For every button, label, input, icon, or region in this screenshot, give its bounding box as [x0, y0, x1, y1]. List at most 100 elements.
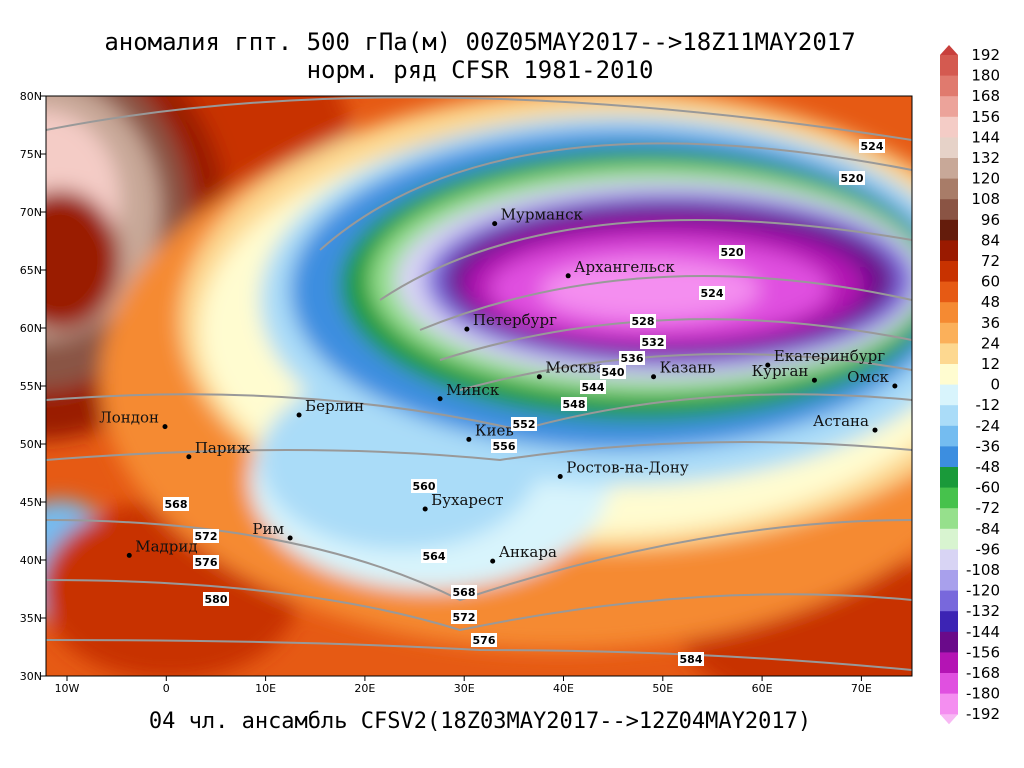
city-label: Казань [660, 359, 716, 377]
colorbar-box [940, 302, 958, 324]
footer: 04 чл. ансамбль CFSV2(18Z03MAY2017-->12Z… [149, 709, 811, 734]
contour-label: 552 [513, 418, 536, 431]
lat-label: 65N [20, 264, 42, 277]
city-dot [422, 506, 428, 512]
lon-label: 20E [354, 682, 375, 695]
contour-label-box [193, 555, 219, 569]
lat-label: 70N [20, 206, 42, 219]
colorbar-label: 120 [971, 170, 1000, 188]
contour-label-box [600, 365, 626, 379]
contour-label: 568 [165, 498, 188, 511]
city-label: Ростов-на-Дону [566, 458, 689, 476]
colorbar-box [940, 425, 958, 447]
city-label: Петербург [473, 311, 557, 329]
colorbar-label: -120 [966, 582, 1000, 600]
city-dot [464, 326, 470, 332]
colorbar-box [940, 590, 958, 612]
contour-label-box [859, 139, 885, 153]
colorbar-label: -12 [976, 396, 1001, 414]
colorbar-label: -60 [976, 479, 1001, 497]
contour-label-box [451, 610, 477, 624]
contour-label-box [678, 652, 704, 666]
contour-label: 576 [195, 556, 218, 569]
colorbar-box [940, 281, 958, 303]
city-label: Анкара [499, 543, 557, 561]
colorbar-box [940, 673, 958, 695]
lon-label: 50E [652, 682, 673, 695]
colorbar-box [940, 467, 958, 489]
colorbar-label: 48 [981, 293, 1000, 311]
city-dot [811, 377, 817, 383]
contour-label: 572 [453, 611, 476, 624]
lon-label: 0 [163, 682, 170, 695]
colorbar-box [940, 158, 958, 180]
contour-label: 560 [413, 480, 436, 493]
contour-label: 520 [841, 172, 864, 185]
city-dot [437, 396, 443, 402]
contour-label-box [719, 245, 745, 259]
city-label: Мурманск [501, 206, 584, 224]
colorbar-label: 12 [981, 355, 1000, 373]
city-label: Минск [446, 381, 500, 399]
colorbar-box [940, 446, 958, 468]
contour-label: 548 [563, 398, 586, 411]
lat-label: 75N [20, 148, 42, 161]
colorbar-box [940, 611, 958, 633]
colorbar-box [940, 570, 958, 592]
colorbar-label: -156 [966, 643, 1000, 661]
city-dot [126, 552, 132, 558]
city-dot [296, 412, 302, 418]
colorbar-box [940, 75, 958, 97]
colorbar-label: 36 [981, 314, 1000, 332]
city-label: Киев [475, 421, 514, 439]
colorbar-label: -96 [976, 540, 1001, 558]
lat-label: 30N [20, 670, 42, 683]
colorbar-arrow [940, 45, 958, 55]
colorbar-label: 72 [981, 252, 1000, 270]
colorbar-label: -132 [966, 602, 1000, 620]
contour-label-box [699, 286, 725, 300]
colorbar-label: -72 [976, 499, 1001, 517]
contour-label-box [193, 529, 219, 543]
colorbar-box [940, 508, 958, 530]
city-label: Бухарест [431, 491, 503, 509]
title-line: норм. ряд CFSR 1981-2010 [307, 56, 654, 84]
city-dot [162, 424, 168, 430]
contour-label: 524 [701, 287, 724, 300]
city-dot [872, 427, 878, 433]
lat-label: 45N [20, 496, 42, 509]
city-label: Лондон [99, 409, 159, 427]
city-dot [892, 383, 898, 389]
contour-label: 568 [453, 586, 476, 599]
city-dot [466, 436, 472, 442]
colorbar-box [940, 96, 958, 118]
contour-label-box [619, 351, 645, 365]
lat-label: 80N [20, 90, 42, 103]
city-dot [557, 473, 563, 479]
colorbar-box [940, 240, 958, 262]
lon-label: 30E [454, 682, 475, 695]
contour-label-box [839, 171, 865, 185]
colorbar-label: -36 [976, 437, 1001, 455]
contour-label-box [511, 417, 537, 431]
colorbar-label: 24 [981, 334, 1000, 352]
colorbar-box [940, 137, 958, 159]
colorbar-label: -24 [976, 417, 1001, 435]
contour-label: 564 [423, 550, 446, 563]
colorbar-label: 192 [971, 46, 1000, 64]
colorbar-label: 0 [990, 376, 1000, 394]
colorbar-label: 144 [971, 128, 1000, 146]
contour-label: 572 [195, 530, 218, 543]
city-dot [565, 273, 571, 279]
city-label: Берлин [305, 397, 364, 415]
colorbar-label: -144 [966, 623, 1000, 641]
lon-label: 70E [851, 682, 872, 695]
contour-label: 528 [632, 315, 655, 328]
contour-label: 532 [642, 336, 665, 349]
colorbar-box [940, 55, 958, 77]
colorbar-label: 132 [971, 149, 1000, 167]
city-dot [186, 454, 192, 460]
contour-label: 540 [602, 366, 625, 379]
contour-label-box [561, 397, 587, 411]
